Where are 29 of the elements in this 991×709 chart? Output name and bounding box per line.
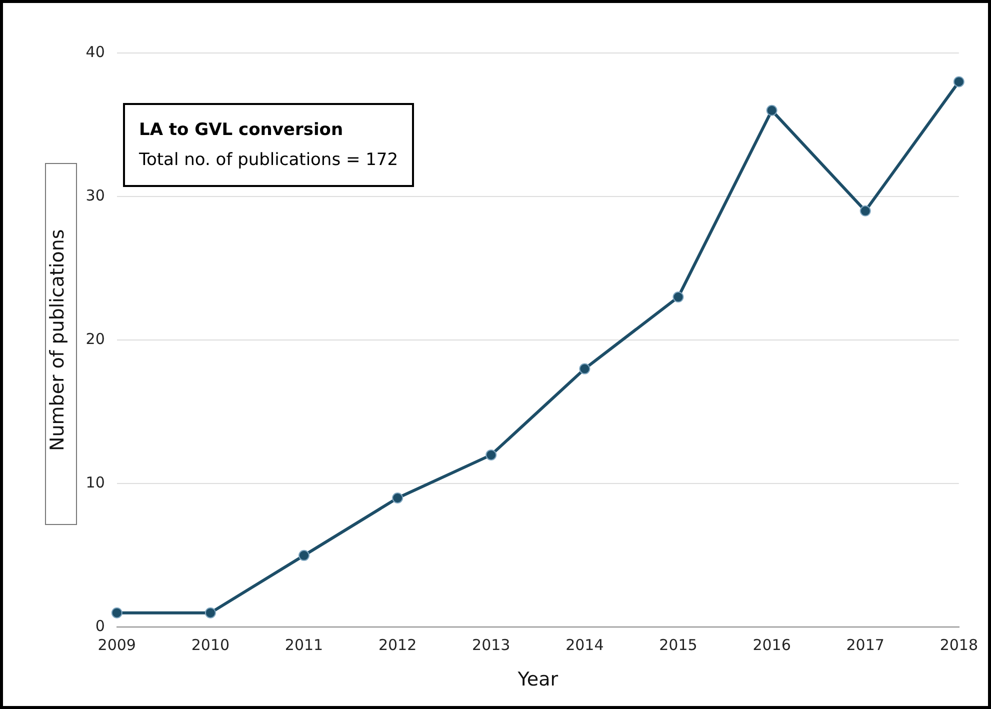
x-tick-label: 2015: [659, 636, 698, 654]
x-axis-title: Year: [516, 668, 558, 691]
y-tick-label: 30: [86, 186, 105, 204]
x-tick-label: 2011: [284, 636, 324, 654]
x-tick-label: 2013: [472, 636, 510, 654]
point: [579, 363, 590, 374]
x-tick-label: 2018: [940, 636, 978, 654]
point: [860, 205, 871, 216]
point: [204, 607, 216, 618]
annotation: Total no. of publications = 172: [139, 149, 398, 172]
x-tick-label: 2010: [191, 636, 230, 654]
x-tick-label: 2009: [98, 636, 136, 654]
y-tick-label: 40: [86, 42, 105, 61]
x-tick-label: 2016: [752, 636, 791, 654]
y-tick-label: 0: [95, 617, 105, 636]
annotation: LA to GVL conversion: [139, 119, 344, 142]
point: [672, 292, 684, 303]
point: [953, 76, 964, 88]
y-tick-label: 10: [86, 474, 105, 492]
point: [298, 550, 310, 561]
x-tick-label: 2017: [846, 636, 884, 654]
point: [766, 104, 778, 116]
point: [486, 449, 497, 460]
x-tick-label: 2012: [378, 636, 417, 654]
y-tick-label: 20: [86, 330, 105, 348]
x-tick-label: 2014: [566, 636, 604, 654]
y-axis-title: Number of publications: [46, 229, 68, 452]
point: [111, 607, 122, 618]
point: [392, 492, 404, 504]
